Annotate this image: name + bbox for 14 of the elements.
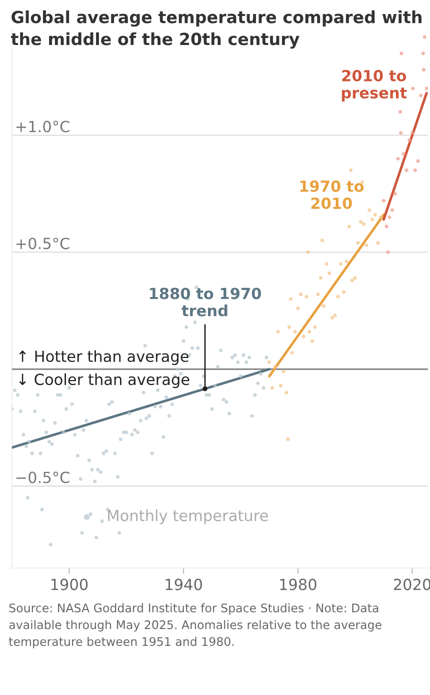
y-tick-label: +0.5°C [16,238,70,250]
x-tick-label: 1900 [51,578,88,590]
x-tick-label: 1940 [166,578,202,590]
chart-title: Global average temperature compared with the middle of the 20th century [10,10,422,49]
series-label: 1970 to 2010 [300,180,364,210]
series-label: 2010 to present [342,70,407,102]
annotation: ↓ Cooler than average [19,373,190,388]
text: 1880 to 1970 trend [150,288,261,316]
annotation: ↑ Hotter than average [19,350,188,366]
y-tick-label: −0.5°C [16,472,70,484]
source-note: Source: NASA Goddard Institute for Space Studies · Note: Data available through May 2025. Anomalies relative to the average temperature between 1951 and 1980. [8,603,382,648]
y-tick-label: +1.0°C [16,120,70,132]
legend-label: Monthly temperature [108,509,268,524]
x-tick-label: 1980 [280,578,316,590]
